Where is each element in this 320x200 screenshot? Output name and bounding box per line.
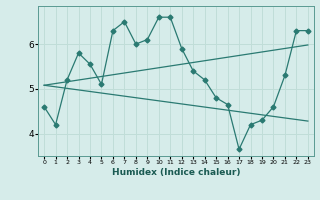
- X-axis label: Humidex (Indice chaleur): Humidex (Indice chaleur): [112, 168, 240, 177]
